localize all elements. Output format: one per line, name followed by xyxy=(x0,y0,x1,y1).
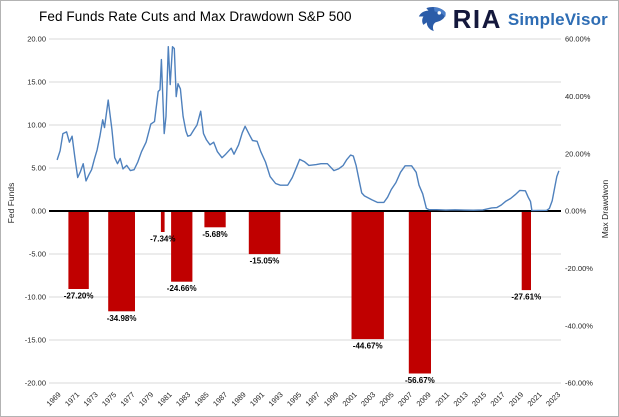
fed-funds-line xyxy=(56,46,560,212)
tick-label: 1983 xyxy=(174,390,192,408)
tick-label: 1979 xyxy=(137,390,155,408)
tick-label: -20.00% xyxy=(565,264,593,273)
logo-brand-text: RIA xyxy=(452,4,502,34)
tick-label: 60.00% xyxy=(565,35,591,44)
bar-value-label: -7.34% xyxy=(150,235,175,244)
tick-label: 5.00 xyxy=(31,164,46,173)
bar-value-label: -56.67% xyxy=(405,376,435,385)
tick-label: 2023 xyxy=(544,390,562,408)
logo-product-text: SimpleVisor xyxy=(507,9,608,29)
tick-label: 2003 xyxy=(359,390,377,408)
bar-value-label: -27.20% xyxy=(64,292,94,301)
tick-label: 1999 xyxy=(322,390,340,408)
bar-value-label: -15.05% xyxy=(250,257,280,266)
tick-label: 1993 xyxy=(267,390,285,408)
tick-label: 10.00 xyxy=(27,121,46,130)
tick-label: 2013 xyxy=(452,390,470,408)
tick-label: 1969 xyxy=(45,390,63,408)
drawdown-bar xyxy=(108,211,135,312)
tick-label: 20.00 xyxy=(27,35,46,44)
tick-label: 1995 xyxy=(285,390,303,408)
tick-label: 1975 xyxy=(100,390,118,408)
tick-label: 1971 xyxy=(63,390,81,408)
bar-value-label: -27.61% xyxy=(511,293,541,302)
tick-label: -60.00% xyxy=(565,379,593,388)
drawdown-bar xyxy=(160,211,165,232)
tick-label: 1991 xyxy=(248,390,266,408)
tick-label: -5.00 xyxy=(29,250,46,259)
tick-label: 2015 xyxy=(470,390,488,408)
drawdown-bar xyxy=(521,211,531,291)
tick-label: 2021 xyxy=(526,390,544,408)
drawdown-bar xyxy=(408,211,431,374)
tick-label: 2017 xyxy=(489,390,507,408)
drawdown-bars xyxy=(68,211,531,374)
tick-label: 20.00% xyxy=(565,149,591,158)
drawdown-bar xyxy=(351,211,384,340)
bar-value-label: -34.98% xyxy=(107,314,137,323)
tick-label: 2007 xyxy=(396,390,414,408)
left-axis-title: Fed Funds xyxy=(6,183,16,224)
tick-label: -10.00 xyxy=(25,293,46,302)
tick-label: 1987 xyxy=(211,390,229,408)
tick-label: 1977 xyxy=(119,390,137,408)
tick-label: 0.00% xyxy=(565,207,587,216)
chart-title: Fed Funds Rate Cuts and Max Drawdown S&P… xyxy=(39,9,352,24)
tick-label: -20.00 xyxy=(25,379,46,388)
tick-label: 1997 xyxy=(304,390,322,408)
drawdown-bar xyxy=(171,211,193,282)
tick-label: 1989 xyxy=(230,390,248,408)
drawdown-bar xyxy=(68,211,89,289)
eagle-icon xyxy=(418,7,446,32)
tick-label: 1981 xyxy=(156,390,174,408)
tick-label: 1973 xyxy=(82,390,100,408)
bar-labels: -27.20% -34.98% -7.34% -24.66% -5.68% -15.05%… xyxy=(64,230,541,385)
drawdown-bar xyxy=(204,211,226,228)
drawdown-bar xyxy=(248,211,281,255)
tick-label: 0.00 xyxy=(31,207,46,216)
tick-label: -40.00% xyxy=(565,321,593,330)
left-axis-ticks: 20.00 15.00 10.00 5.00 0.00 -5.00 -10.00 -15.00… xyxy=(25,35,46,388)
bar-value-label: -24.66% xyxy=(167,284,197,293)
tick-label: 2011 xyxy=(433,390,451,408)
right-axis-ticks: 60.00% 40.00% 20.00% 0.00% -20.00% -40.00% -60… xyxy=(565,35,593,388)
bar-value-label: -5.68% xyxy=(202,230,227,239)
tick-label: 40.00% xyxy=(565,92,591,101)
tick-label: 2005 xyxy=(378,390,396,408)
tick-label: 1985 xyxy=(193,390,211,408)
tick-label: 2009 xyxy=(415,390,433,408)
tick-label: 2019 xyxy=(507,390,525,408)
bar-value-label: -44.67% xyxy=(353,342,383,351)
tick-label: 15.00 xyxy=(27,78,46,87)
x-axis-ticks: 1969 1971 1973 1975 1977 1979 1981 1983 1985 1987… xyxy=(45,390,563,408)
ria-simplevisor-logo: RIA SimpleVisor xyxy=(418,5,608,33)
tick-label: -15.00 xyxy=(25,336,46,345)
right-axis-title: Max Drawdwon xyxy=(600,179,610,238)
tick-label: 2001 xyxy=(341,390,359,408)
